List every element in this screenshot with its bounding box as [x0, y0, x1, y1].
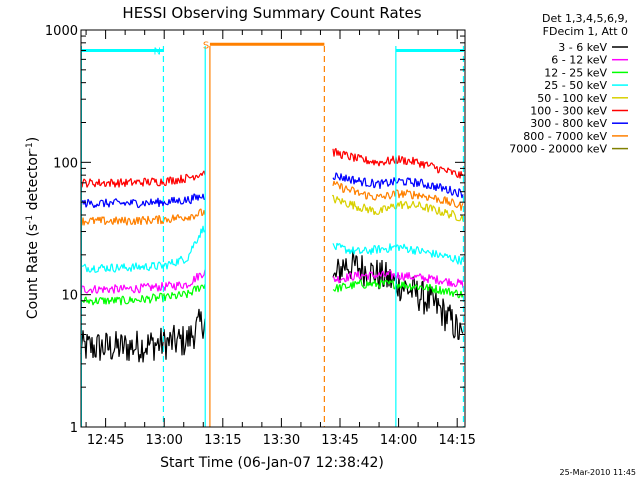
y-tick-label-10: 10 — [61, 289, 78, 304]
legend-label-50-100-kev: 50 - 100 keV — [537, 92, 607, 105]
series-line-3-6-kev — [80, 249, 464, 363]
plot-frame — [80, 29, 466, 428]
flag-label-s: S — [203, 40, 209, 51]
axes: 1 10 100 1000 12:45 13:00 13:15 13:30 13:45 14:00… — [45, 24, 476, 448]
series-line-800-7000-kev — [80, 180, 464, 226]
y-tick-label-1000: 1000 — [45, 24, 78, 39]
series-line-25-50-kev — [80, 225, 464, 273]
y-tick-label-1: 1 — [70, 421, 78, 436]
series-line-100-300-kev — [80, 147, 464, 188]
x-axis-label: Start Time (06-Jan-07 12:38:42) — [160, 455, 384, 471]
x-tick-label-1415: 14:15 — [438, 433, 475, 448]
x-tick-label-1300: 13:00 — [145, 433, 182, 448]
legend: Det 1,3,4,5,6,9, FDecim 1, Att 0 3 - 6 k… — [509, 12, 628, 156]
legend-label-300-800-kev: 300 - 800 keV — [530, 117, 607, 130]
x-tick-label-1315: 13:15 — [204, 433, 241, 448]
y-tick-label-100: 100 — [53, 156, 78, 171]
legend-label-100-300-kev: 100 - 300 keV — [530, 105, 607, 118]
plot-area: NS — [80, 40, 465, 427]
legend-header-line-2: FDecim 1, Att 0 — [543, 25, 628, 38]
x-tick-label-1330: 13:30 — [263, 433, 300, 448]
legend-label-12-25-kev: 12 - 25 keV — [544, 66, 607, 79]
flag-label-n: N — [154, 46, 161, 57]
legend-label-3-6-kev: 3 - 6 keV — [558, 41, 607, 54]
series-line-300-800-kev — [80, 172, 464, 209]
timestamp: 25-Mar-2010 11:45 — [560, 468, 637, 477]
legend-label-7000-20000-kev: 7000 - 20000 keV — [509, 143, 607, 156]
series-line-12-25-kev — [80, 279, 464, 306]
x-tick-label-1245: 12:45 — [87, 433, 124, 448]
legend-label-25-50-kev: 25 - 50 keV — [544, 79, 607, 92]
series-line-6-12-kev — [80, 269, 464, 294]
legend-header-line-1: Det 1,3,4,5,6,9, — [542, 12, 628, 25]
legend-label-6-12-kev: 6 - 12 keV — [551, 54, 607, 67]
chart-title: HESSI Observing Summary Count Rates — [122, 4, 421, 22]
y-axis-label: Count Rate (s-1 detector-1) — [25, 137, 41, 319]
series-line-50-100-kev — [331, 194, 464, 222]
x-tick-label-1345: 13:45 — [321, 433, 358, 448]
legend-label-800-7000-kev: 800 - 7000 keV — [523, 130, 607, 143]
x-tick-label-1400: 14:00 — [380, 433, 417, 448]
